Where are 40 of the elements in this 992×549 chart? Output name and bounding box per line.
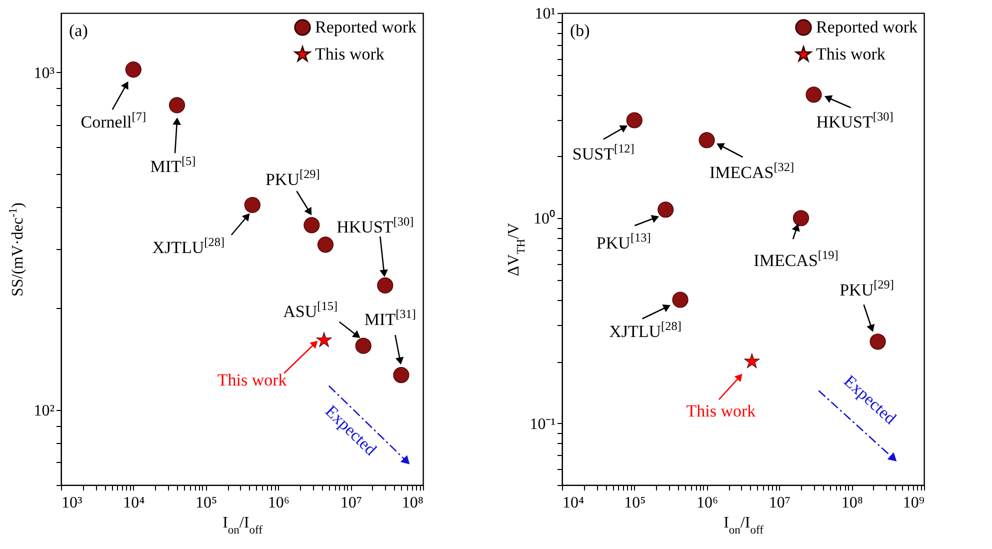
annotation: IMECAS$^{[32]}$ (709, 160, 794, 182)
y-tick-label: 10⁻¹ (530, 416, 556, 433)
x-axis-title: I$_{on}$/I$_{off}$ (724, 514, 764, 536)
legend-label: This work (315, 44, 385, 64)
annotation: Cornell$^{[7]}$ (80, 110, 146, 132)
y-tick-label: 10¹ (534, 6, 556, 22)
y-tick-label: 10² (34, 402, 55, 420)
x-tick-label: 10⁸ (402, 494, 424, 512)
x-tick-label: 10⁶ (696, 494, 718, 512)
x-tick-label: 10⁵ (624, 494, 646, 512)
x-tick-label: 10⁹ (902, 494, 925, 512)
annotation: MIT$^{[5]}$ (150, 154, 196, 176)
annotation: HKUST$^{[30]}$ (816, 110, 894, 132)
annotation: ASU$^{[15]}$ (283, 298, 338, 321)
text: (a) (69, 21, 88, 40)
annotation: PKU$^{[29]}$ (265, 167, 320, 190)
chart-title: (b) (570, 21, 590, 40)
x-tick-label: 10⁴ (562, 494, 584, 512)
annotation: XJTLU$^{[28]}$ (152, 234, 225, 257)
x-tick-label: 10⁶ (268, 494, 290, 512)
annotation: IMECAS$^{[19]}$ (754, 248, 838, 270)
x-tick-label: 10⁸ (841, 494, 863, 512)
annotation: PKU$^{[29]}$ (840, 278, 894, 300)
x-tick-label: 10³ (62, 494, 82, 512)
annotation: MIT$^{[31]}$ (364, 307, 416, 330)
annotation: SUST$^{[12]}$ (572, 141, 634, 164)
x-tick-label: 10⁷ (340, 494, 362, 512)
annotation: PKU$^{[13]}$ (596, 230, 651, 253)
legend-label: This work (816, 44, 886, 64)
annotation: HKUST$^{[30]}$ (336, 214, 414, 236)
x-tick-label: 10⁴ (123, 494, 146, 512)
x-axis-title: I$_{on}$/I$_{off}$ (222, 514, 263, 536)
annotation: This work (686, 402, 756, 420)
y-tick-label: 10⁰ (534, 210, 556, 228)
legend-label: Reported work (816, 18, 918, 36)
annotation: This work (217, 370, 288, 390)
annotation: XJTLU$^{[28]}$ (609, 318, 682, 341)
x-tick-label: 10⁷ (768, 494, 790, 512)
x-tick-label: 10⁵ (196, 494, 218, 512)
legend-label: Reported work (315, 18, 417, 36)
